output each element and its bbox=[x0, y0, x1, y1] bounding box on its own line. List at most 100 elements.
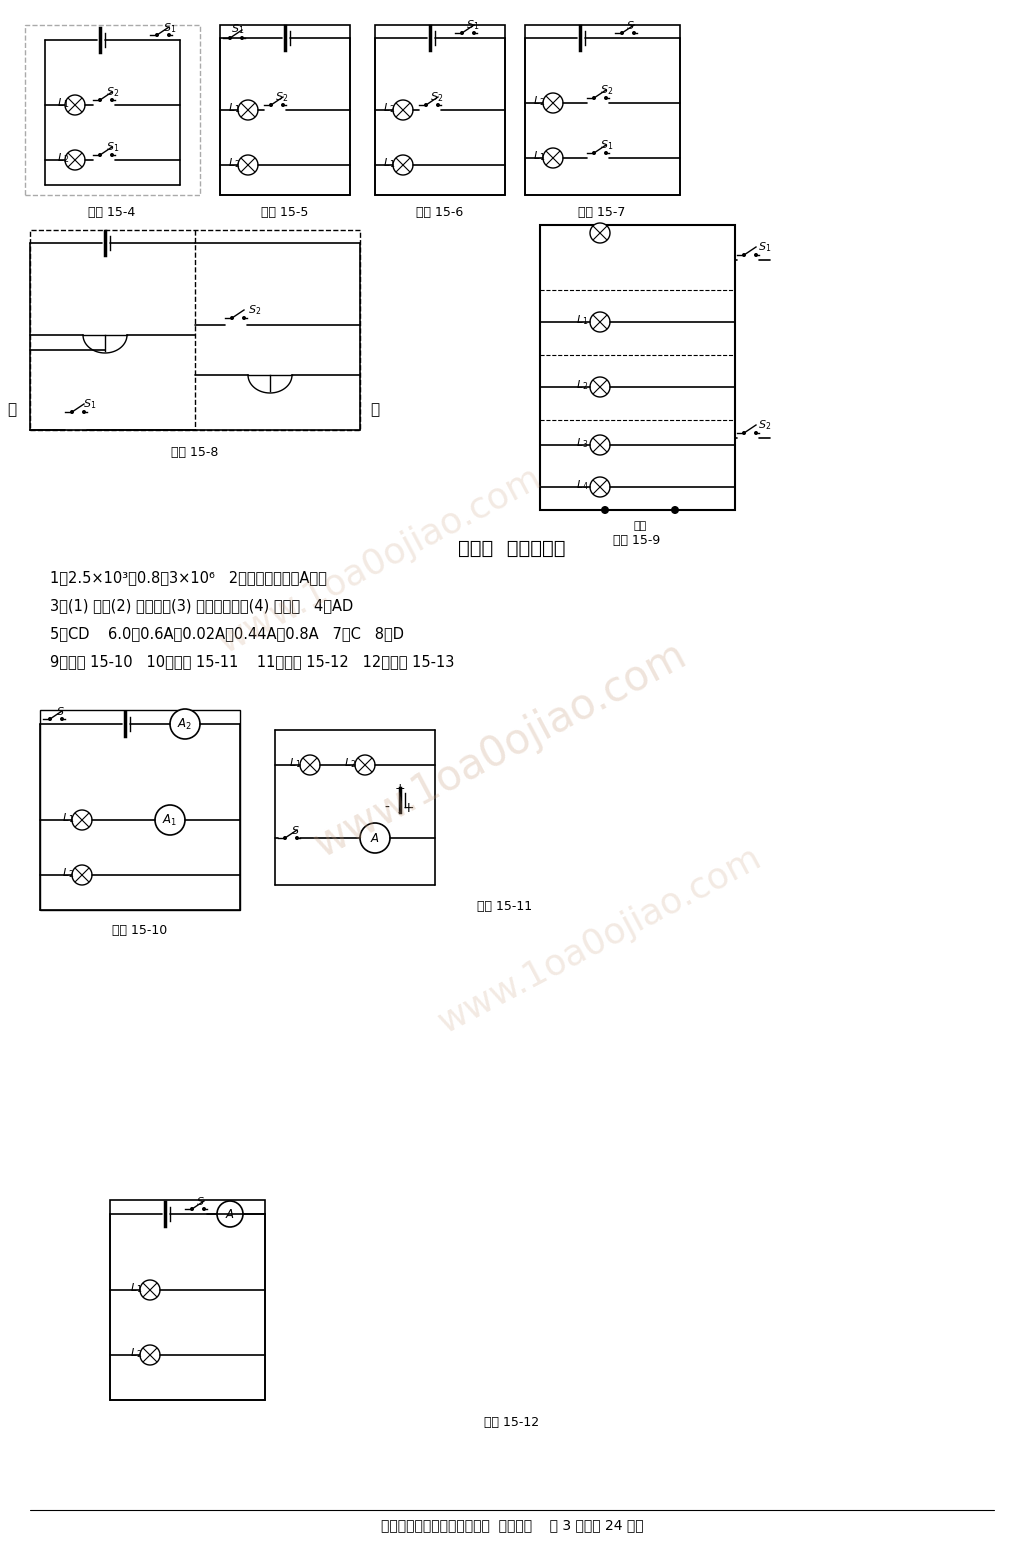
Text: 北京市西城区九年级物理上册  参考答案    第 3 页（共 24 页）: 北京市西城区九年级物理上册 参考答案 第 3 页（共 24 页） bbox=[381, 1519, 643, 1533]
Text: $L_1$: $L_1$ bbox=[575, 314, 588, 328]
Text: $S$: $S$ bbox=[55, 705, 65, 717]
Circle shape bbox=[269, 104, 273, 107]
Text: 答图 15-12: 答图 15-12 bbox=[484, 1415, 540, 1429]
Circle shape bbox=[436, 104, 440, 107]
Circle shape bbox=[217, 1200, 243, 1227]
Text: www.1oa0ojiao.com: www.1oa0ojiao.com bbox=[306, 633, 693, 867]
Circle shape bbox=[592, 151, 596, 154]
Circle shape bbox=[742, 431, 746, 436]
Circle shape bbox=[632, 31, 636, 36]
Text: $S$: $S$ bbox=[626, 19, 634, 31]
Text: $L_1$: $L_1$ bbox=[383, 156, 395, 170]
Text: $L_1$: $L_1$ bbox=[532, 150, 545, 162]
Text: $S_1$: $S_1$ bbox=[106, 141, 120, 154]
Text: $S_2$: $S_2$ bbox=[249, 303, 261, 317]
Text: $S_2$: $S_2$ bbox=[759, 419, 772, 433]
Circle shape bbox=[424, 104, 428, 107]
Circle shape bbox=[240, 36, 244, 40]
Circle shape bbox=[355, 756, 375, 776]
Circle shape bbox=[170, 709, 200, 739]
Circle shape bbox=[110, 97, 114, 102]
Text: www.1oa0ojiao.com: www.1oa0ojiao.com bbox=[213, 460, 548, 660]
Text: $S_2$: $S_2$ bbox=[106, 85, 120, 99]
Circle shape bbox=[70, 409, 74, 414]
Circle shape bbox=[543, 93, 563, 113]
Text: 9．答图 15-10   10．答图 15-11    11．答图 15-12   12．答图 15-13: 9．答图 15-10 10．答图 15-11 11．答图 15-12 12．答图… bbox=[50, 655, 455, 669]
Circle shape bbox=[110, 153, 114, 158]
Text: $L_2$: $L_2$ bbox=[383, 100, 395, 114]
Text: $S_1$: $S_1$ bbox=[759, 239, 772, 253]
Circle shape bbox=[543, 148, 563, 168]
Text: 答图 15-4: 答图 15-4 bbox=[88, 207, 135, 219]
Text: $L_3$: $L_3$ bbox=[575, 436, 588, 450]
Text: $L_2$: $L_2$ bbox=[130, 1346, 142, 1360]
Circle shape bbox=[228, 36, 232, 40]
Circle shape bbox=[671, 507, 679, 514]
Circle shape bbox=[72, 865, 92, 885]
Circle shape bbox=[230, 317, 234, 320]
Circle shape bbox=[295, 836, 299, 840]
Text: 答图 15-10: 答图 15-10 bbox=[113, 924, 168, 936]
Circle shape bbox=[72, 810, 92, 830]
Text: $L_2$: $L_2$ bbox=[56, 151, 70, 165]
Circle shape bbox=[360, 823, 390, 853]
Bar bbox=[540, 226, 735, 510]
Text: $L_2$: $L_2$ bbox=[575, 379, 588, 392]
Circle shape bbox=[155, 805, 185, 834]
Text: $A$: $A$ bbox=[370, 831, 380, 845]
Text: $L_1$: $L_1$ bbox=[130, 1281, 142, 1295]
Text: -: - bbox=[397, 806, 402, 819]
Text: $S_2$: $S_2$ bbox=[275, 90, 289, 104]
Circle shape bbox=[65, 94, 85, 114]
Text: 答图 15-9: 答图 15-9 bbox=[613, 533, 660, 547]
Circle shape bbox=[592, 96, 596, 100]
Text: $L_1$: $L_1$ bbox=[227, 100, 241, 114]
Text: $S_1$: $S_1$ bbox=[231, 22, 245, 36]
Circle shape bbox=[98, 153, 102, 158]
Bar bbox=[525, 25, 680, 195]
Text: 1．2.5×10³；0.8；3×10⁶   2．电路中电流；A；Ⓐ: 1．2.5×10³；0.8；3×10⁶ 2．电路中电流；A；Ⓐ bbox=[50, 570, 327, 586]
Circle shape bbox=[604, 151, 608, 154]
Text: $L_1$: $L_1$ bbox=[289, 756, 301, 769]
Circle shape bbox=[140, 1346, 160, 1364]
Text: $L_4$: $L_4$ bbox=[575, 477, 589, 491]
Circle shape bbox=[242, 317, 246, 320]
Text: $L_1$: $L_1$ bbox=[61, 811, 74, 825]
Text: 电源: 电源 bbox=[634, 521, 646, 531]
Circle shape bbox=[754, 431, 758, 436]
Bar bbox=[220, 25, 350, 195]
Text: 乙: 乙 bbox=[371, 403, 380, 417]
Circle shape bbox=[754, 253, 758, 256]
Text: $S_1$: $S_1$ bbox=[83, 397, 96, 411]
Circle shape bbox=[393, 100, 413, 121]
Circle shape bbox=[393, 154, 413, 175]
Text: $S_1$: $S_1$ bbox=[600, 138, 613, 151]
Circle shape bbox=[601, 507, 609, 514]
Text: 答图 15-8: 答图 15-8 bbox=[171, 445, 219, 459]
Circle shape bbox=[620, 31, 624, 36]
Text: $L_1$: $L_1$ bbox=[56, 96, 70, 110]
Bar bbox=[375, 25, 505, 195]
Text: 答图 15-5: 答图 15-5 bbox=[261, 207, 308, 219]
Text: -: - bbox=[385, 800, 389, 816]
Circle shape bbox=[472, 31, 476, 36]
Circle shape bbox=[65, 150, 85, 170]
Text: 答图 15-6: 答图 15-6 bbox=[417, 207, 464, 219]
Text: $S_1$: $S_1$ bbox=[164, 22, 177, 36]
Circle shape bbox=[202, 1207, 206, 1211]
Circle shape bbox=[238, 154, 258, 175]
Bar bbox=[30, 230, 360, 430]
Circle shape bbox=[590, 477, 610, 497]
Text: $S$: $S$ bbox=[291, 823, 299, 836]
Circle shape bbox=[238, 100, 258, 121]
Circle shape bbox=[604, 96, 608, 100]
Text: $L_2$: $L_2$ bbox=[61, 867, 74, 881]
Text: $A$: $A$ bbox=[225, 1208, 234, 1221]
Circle shape bbox=[590, 312, 610, 332]
Circle shape bbox=[300, 756, 319, 776]
Text: $S_2$: $S_2$ bbox=[430, 90, 443, 104]
Text: +: + bbox=[394, 782, 406, 794]
Text: $L_2$: $L_2$ bbox=[532, 94, 545, 108]
Text: $L_2$: $L_2$ bbox=[227, 156, 241, 170]
Text: 答图 15-11: 答图 15-11 bbox=[477, 901, 532, 913]
